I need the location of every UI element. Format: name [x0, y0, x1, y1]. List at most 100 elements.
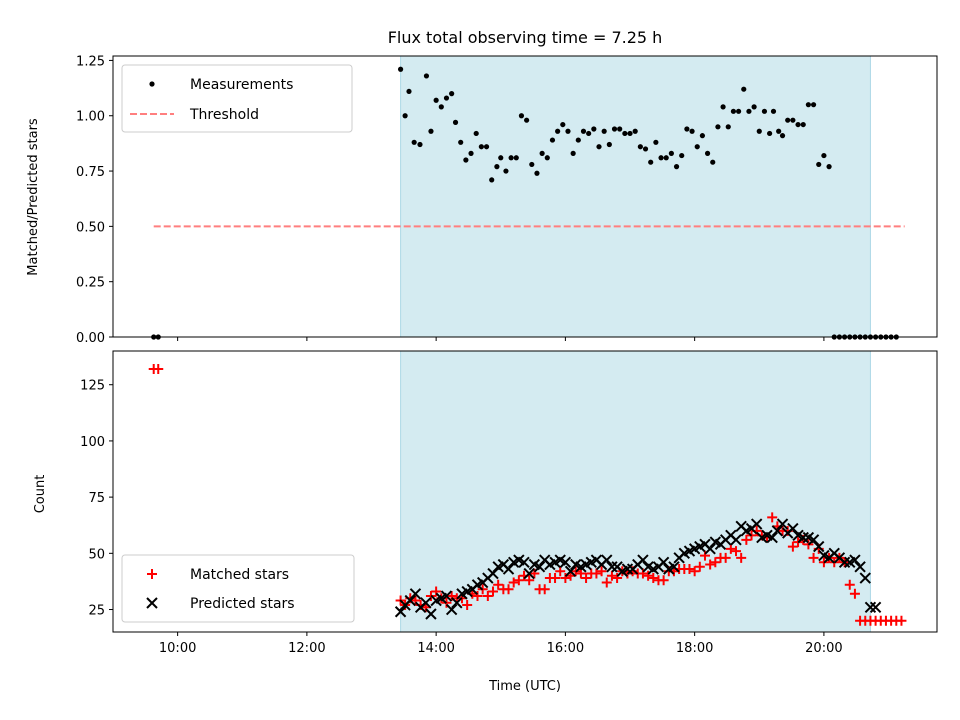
measurement-point [518, 113, 525, 119]
top-y-axis-label: Matched/Predicted stars [26, 118, 41, 276]
measurement-point [468, 150, 474, 156]
predicted-star-point [838, 556, 851, 569]
x-axis-label: Time (UTC) [488, 679, 561, 694]
measurement-point [555, 128, 561, 134]
y-tick-label: 0.75 [76, 165, 105, 180]
top-axes-frame [112, 55, 938, 338]
top-panel: 0.00 0.25 0.50 0.75 1.00 1.25 Flux total obse… [26, 28, 938, 346]
predicted-star-point [704, 543, 716, 555]
matched-star-point [488, 586, 499, 597]
y-tick-label: 0.50 [76, 220, 105, 235]
measurement-point [402, 113, 408, 119]
measurement-point [810, 102, 817, 108]
matched-star-point [643, 570, 654, 581]
measurement-point [529, 161, 535, 168]
measurement-point [498, 155, 504, 161]
y-tick-label: 75 [88, 491, 105, 506]
bottom-y-ticks: 25 50 75 100 125 [80, 379, 113, 619]
matched-star-point [694, 561, 705, 572]
measurement-point [452, 119, 459, 125]
bottom-x-ticks: 10:00 12:00 14:00 16:00 18:00 20:00 [159, 632, 843, 656]
measurement-point [565, 128, 571, 134]
matched-star-point [710, 557, 721, 568]
chart-title: Flux total observing time = 7.25 h [388, 28, 663, 47]
legend-predicted-marker [146, 597, 158, 609]
predicted-star-point [797, 531, 809, 544]
observing-window-shade-top [400, 56, 871, 337]
matched-star-point [699, 550, 710, 561]
measurement-point [417, 141, 423, 148]
predicted-star-point [854, 561, 866, 573]
y-tick-label: 25 [88, 604, 105, 619]
measurement-point [489, 177, 495, 183]
predicted-star-point [807, 534, 820, 546]
predicted-star-point [637, 554, 649, 566]
legend-threshold-label: Threshold [189, 107, 259, 123]
matched-star-point [705, 559, 716, 570]
x-tick-label: 12:00 [288, 641, 325, 656]
matched-star-point [555, 566, 566, 577]
predicted-star-point [766, 531, 778, 544]
predicted-star-point [518, 556, 530, 569]
matched-star-point [658, 575, 669, 586]
measurement-point [580, 128, 587, 134]
predicted-star-point [787, 522, 799, 535]
measurement-point [601, 128, 607, 134]
measurement-point [627, 130, 633, 137]
legend-measurements-marker [149, 81, 155, 87]
measurement-point [503, 168, 509, 174]
matched-star-point [736, 552, 747, 563]
measurement-point [746, 108, 752, 114]
measurement-point [494, 164, 500, 170]
measurement-point [428, 128, 434, 134]
y-tick-label: 100 [80, 435, 105, 450]
measurement-point [473, 130, 479, 137]
predicted-star-point [776, 518, 789, 530]
measurement-point [668, 150, 674, 156]
matched-star-point [410, 595, 421, 606]
measurement-point [673, 164, 680, 170]
legend-predicted-label: Predicted stars [190, 596, 295, 612]
predicted-star-point [559, 556, 572, 569]
predicted-star-point [813, 540, 825, 553]
measurement-point [449, 91, 455, 97]
predicted-star-point [730, 534, 742, 546]
predicted-star-point [668, 561, 680, 573]
predicted-star-point [606, 561, 618, 573]
measurement-point [632, 128, 638, 134]
measurement-point [397, 66, 404, 72]
predicted-star-point [451, 597, 463, 609]
predicted-star-point [771, 525, 784, 537]
predicted-star-point [409, 588, 422, 600]
predicted-star-point [849, 554, 861, 566]
matched-star-point [767, 512, 778, 523]
measurement-point [800, 121, 806, 128]
measurement-point [710, 159, 716, 165]
measurement-point [735, 108, 742, 114]
measurement-point [423, 73, 430, 79]
measurement-point [790, 117, 796, 123]
matched-star-point [606, 570, 617, 581]
matched-star-point [612, 573, 623, 584]
measurement-point [524, 117, 530, 123]
measurement-point [816, 161, 822, 168]
measurement-point [596, 144, 602, 150]
measurement-point [575, 137, 581, 143]
measurement-point [411, 139, 417, 145]
bottom-y-axis-label: Count [33, 475, 48, 514]
matched-star-point [896, 615, 907, 626]
measurement-point [767, 130, 773, 137]
legend-measurements-label: Measurements [190, 77, 293, 93]
bottom-legend: Matched stars Predicted stars [121, 554, 355, 623]
predicted-star-point [445, 603, 458, 616]
measurement-point [658, 155, 664, 161]
matched-star-point [581, 573, 592, 584]
top-plot-marks [151, 56, 905, 340]
matched-star-point [684, 564, 695, 575]
legend-matched-marker [147, 569, 157, 579]
measurement-point [715, 124, 721, 130]
matched-star-point [482, 591, 493, 602]
measurement-point [534, 170, 540, 176]
matched-star-point [725, 543, 736, 554]
measurement-point [406, 88, 412, 95]
